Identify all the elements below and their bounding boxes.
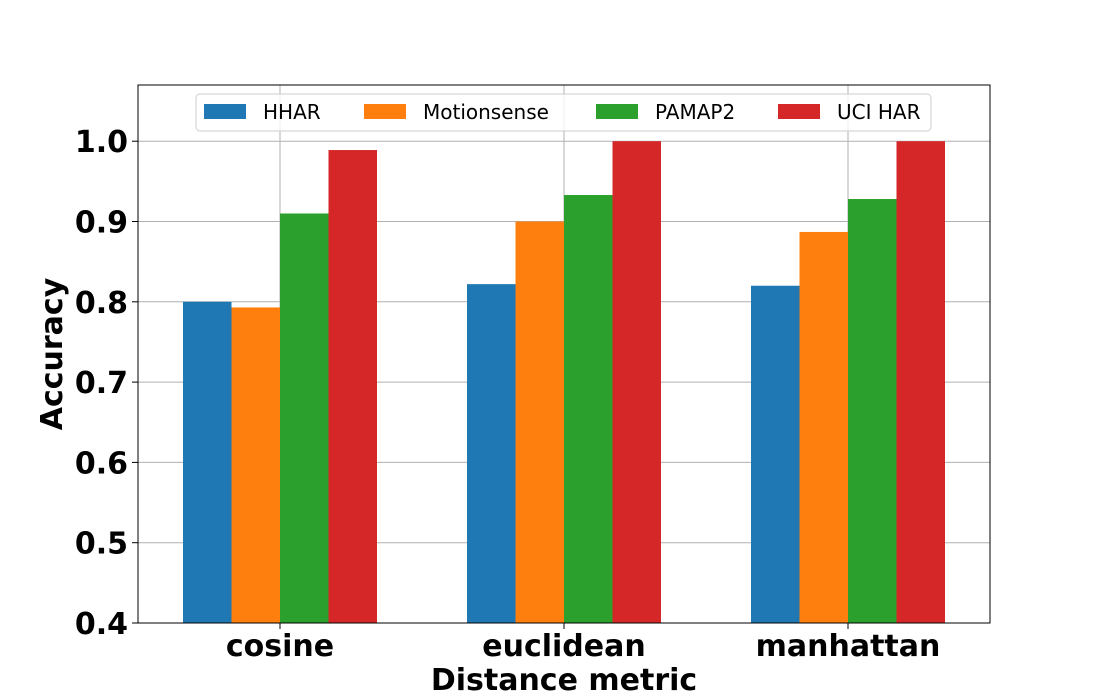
bar-motionsense-euclidean <box>515 221 564 624</box>
bar-hhar-manhattan <box>751 285 800 623</box>
y-tick-label: 0.8 <box>75 286 128 321</box>
bar-motionsense-cosine <box>231 307 280 623</box>
legend-swatch <box>364 104 406 119</box>
y-tick-label: 1.0 <box>75 125 128 160</box>
legend-swatch <box>596 104 638 119</box>
bar-uci-har-euclidean <box>612 141 661 623</box>
bar-hhar-cosine <box>183 301 232 623</box>
x-tick-label: manhattan <box>756 629 941 664</box>
legend-label: UCI HAR <box>837 100 921 124</box>
legend-label: Motionsense <box>423 100 549 124</box>
y-axis-ticks: 0.4 0.5 0.6 0.7 0.8 0.9 1.0 <box>75 125 138 642</box>
bar-uci-har-manhattan <box>896 141 945 623</box>
bar-pamap2-cosine <box>280 213 329 624</box>
y-tick-label: 0.7 <box>75 366 128 401</box>
legend-label: HHAR <box>263 100 321 124</box>
x-tick-label: euclidean <box>482 629 645 664</box>
y-axis-title: Accuracy <box>35 277 70 430</box>
y-tick-label: 0.9 <box>75 206 128 241</box>
bar-pamap2-euclidean <box>564 195 613 623</box>
legend-label: PAMAP2 <box>655 100 735 124</box>
legend: HHAR Motionsense PAMAP2 UCI HAR <box>195 93 932 132</box>
bars <box>183 141 945 624</box>
legend-swatch <box>778 104 820 119</box>
bar-pamap2-manhattan <box>848 199 897 624</box>
x-tick-label: cosine <box>226 629 334 664</box>
legend-swatch <box>204 104 246 119</box>
y-tick-label: 0.4 <box>75 607 128 642</box>
bar-hhar-euclidean <box>467 284 516 623</box>
y-tick-label: 0.5 <box>75 527 128 562</box>
x-axis-ticks: cosine euclidean manhattan <box>226 623 941 664</box>
x-axis-title: Distance metric <box>431 663 697 698</box>
legend-box <box>195 93 932 132</box>
y-tick-label: 0.6 <box>75 446 128 481</box>
bar-motionsense-manhattan <box>799 231 848 623</box>
bar-uci-har-cosine <box>328 150 377 623</box>
